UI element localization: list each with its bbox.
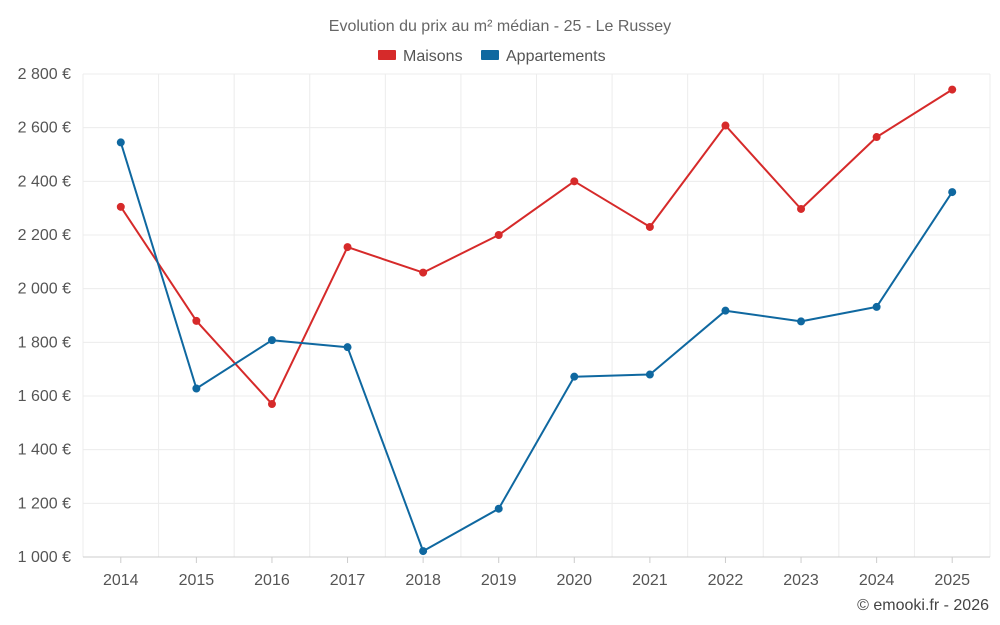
legend-label-appartements: Appartements	[506, 48, 606, 65]
axes: 1 000 € 1 200 € 1 400 € 1 600 € 1 800 € 2 000…	[18, 66, 990, 589]
data-point-appartements	[343, 343, 352, 352]
x-tick-label: 2016	[254, 572, 290, 589]
legend-swatch-appartements	[481, 50, 499, 60]
x-tick-label: 2023	[783, 572, 819, 589]
x-tick-label: 2024	[859, 572, 895, 589]
data-point-maisons	[116, 202, 125, 211]
x-tick-label: 2022	[708, 572, 744, 589]
y-tick-label: 2 600 €	[18, 120, 71, 137]
data-point-maisons	[494, 231, 503, 239]
data-point-appartements	[645, 370, 654, 379]
data-point-maisons	[721, 121, 730, 130]
y-tick-label: 2 000 €	[18, 281, 71, 298]
y-tick-label: 1 000 €	[18, 549, 71, 566]
x-tick-label: 2020	[556, 572, 592, 589]
x-tick-label: 2021	[632, 572, 668, 589]
data-point-maisons	[872, 133, 881, 142]
y-tick-label: 2 200 €	[18, 227, 71, 244]
legend-swatch-maisons	[378, 50, 396, 60]
x-tick-label: 2019	[481, 572, 517, 589]
data-point-appartements	[797, 317, 806, 326]
x-tick-label: 2018	[405, 572, 441, 589]
data-point-maisons	[797, 204, 806, 213]
x-tick-label: 2017	[330, 572, 366, 589]
y-tick-label: 1 200 €	[18, 495, 71, 512]
data-point-appartements	[948, 188, 957, 197]
y-tick-label: 2 400 €	[18, 173, 71, 190]
data-point-appartements	[494, 504, 503, 513]
x-tick-label: 2025	[934, 572, 970, 589]
y-tick-label: 2 800 €	[18, 66, 71, 83]
credit-text: © emooki.fr - 2026	[857, 597, 989, 614]
series	[116, 85, 957, 556]
data-point-appartements	[419, 547, 428, 556]
chart-title: Evolution du prix au m² médian - 25 - Le…	[329, 18, 671, 35]
data-point-maisons	[948, 85, 957, 94]
legend: Maisons Appartements	[378, 48, 606, 65]
y-tick-label: 1 400 €	[18, 442, 71, 459]
data-point-appartements	[570, 372, 579, 381]
data-point-appartements	[116, 138, 125, 147]
series-line-appartements	[119, 142, 954, 553]
data-point-appartements	[872, 302, 881, 311]
data-point-maisons	[570, 177, 579, 186]
data-point-maisons	[645, 222, 654, 231]
data-point-appartements	[267, 336, 276, 345]
x-tick-label: 2015	[179, 572, 215, 589]
y-tick-label: 1 800 €	[18, 334, 71, 351]
x-tick-label: 2014	[103, 572, 139, 589]
series-line-maisons	[119, 88, 953, 406]
data-point-maisons	[419, 268, 428, 277]
legend-label-maisons: Maisons	[403, 48, 463, 65]
data-point-appartements	[192, 384, 201, 393]
data-point-maisons	[343, 243, 352, 252]
data-point-maisons	[267, 400, 276, 409]
grid	[82, 73, 991, 557]
data-point-appartements	[721, 306, 730, 315]
y-tick-label: 1 600 €	[18, 388, 71, 405]
data-point-maisons	[192, 316, 201, 325]
